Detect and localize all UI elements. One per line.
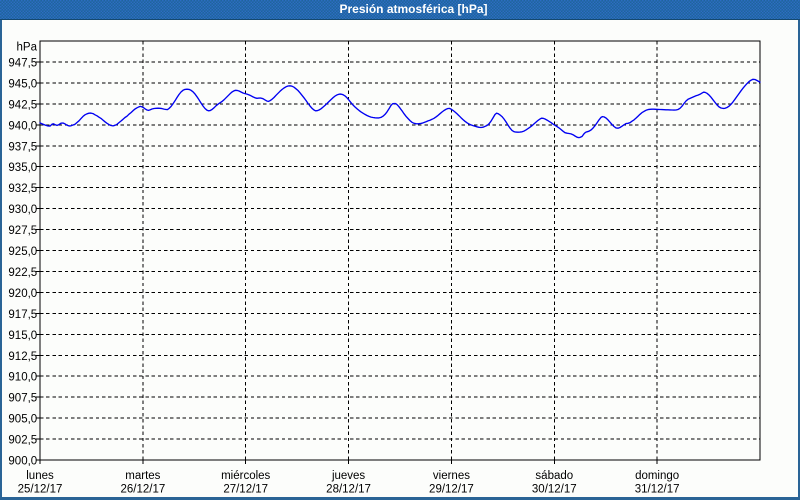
svg-text:martes: martes	[125, 470, 160, 482]
svg-text:902,5: 902,5	[8, 435, 37, 447]
svg-text:25/12/17: 25/12/17	[18, 484, 63, 496]
svg-text:947,5: 947,5	[8, 57, 37, 69]
svg-text:945,0: 945,0	[8, 78, 37, 90]
svg-text:940,0: 940,0	[8, 120, 37, 132]
svg-text:912,5: 912,5	[8, 351, 37, 363]
svg-text:28/12/17: 28/12/17	[326, 484, 371, 496]
svg-text:900,0: 900,0	[8, 456, 37, 468]
svg-text:jueves: jueves	[331, 470, 365, 482]
svg-text:930,0: 930,0	[8, 204, 37, 216]
svg-text:942,5: 942,5	[8, 99, 37, 111]
svg-text:937,5: 937,5	[8, 141, 37, 153]
svg-text:30/12/17: 30/12/17	[532, 484, 577, 496]
svg-text:922,5: 922,5	[8, 267, 37, 279]
svg-text:miércoles: miércoles	[221, 470, 270, 482]
svg-text:lunes: lunes	[26, 470, 54, 482]
svg-text:915,0: 915,0	[8, 330, 37, 342]
svg-text:hPa: hPa	[17, 41, 38, 53]
svg-text:925,0: 925,0	[8, 246, 37, 258]
svg-text:917,5: 917,5	[8, 309, 37, 321]
svg-text:26/12/17: 26/12/17	[120, 484, 165, 496]
svg-text:27/12/17: 27/12/17	[223, 484, 268, 496]
svg-text:935,0: 935,0	[8, 162, 37, 174]
svg-text:905,0: 905,0	[8, 414, 37, 426]
svg-text:927,5: 927,5	[8, 225, 37, 237]
svg-text:29/12/17: 29/12/17	[429, 484, 474, 496]
svg-text:932,5: 932,5	[8, 183, 37, 195]
svg-text:viernes: viernes	[433, 470, 470, 482]
svg-text:sábado: sábado	[535, 470, 573, 482]
svg-text:910,0: 910,0	[8, 372, 37, 384]
svg-text:domingo: domingo	[635, 470, 679, 482]
svg-text:31/12/17: 31/12/17	[635, 484, 680, 496]
svg-text:920,0: 920,0	[8, 288, 37, 300]
svg-text:907,5: 907,5	[8, 393, 37, 405]
